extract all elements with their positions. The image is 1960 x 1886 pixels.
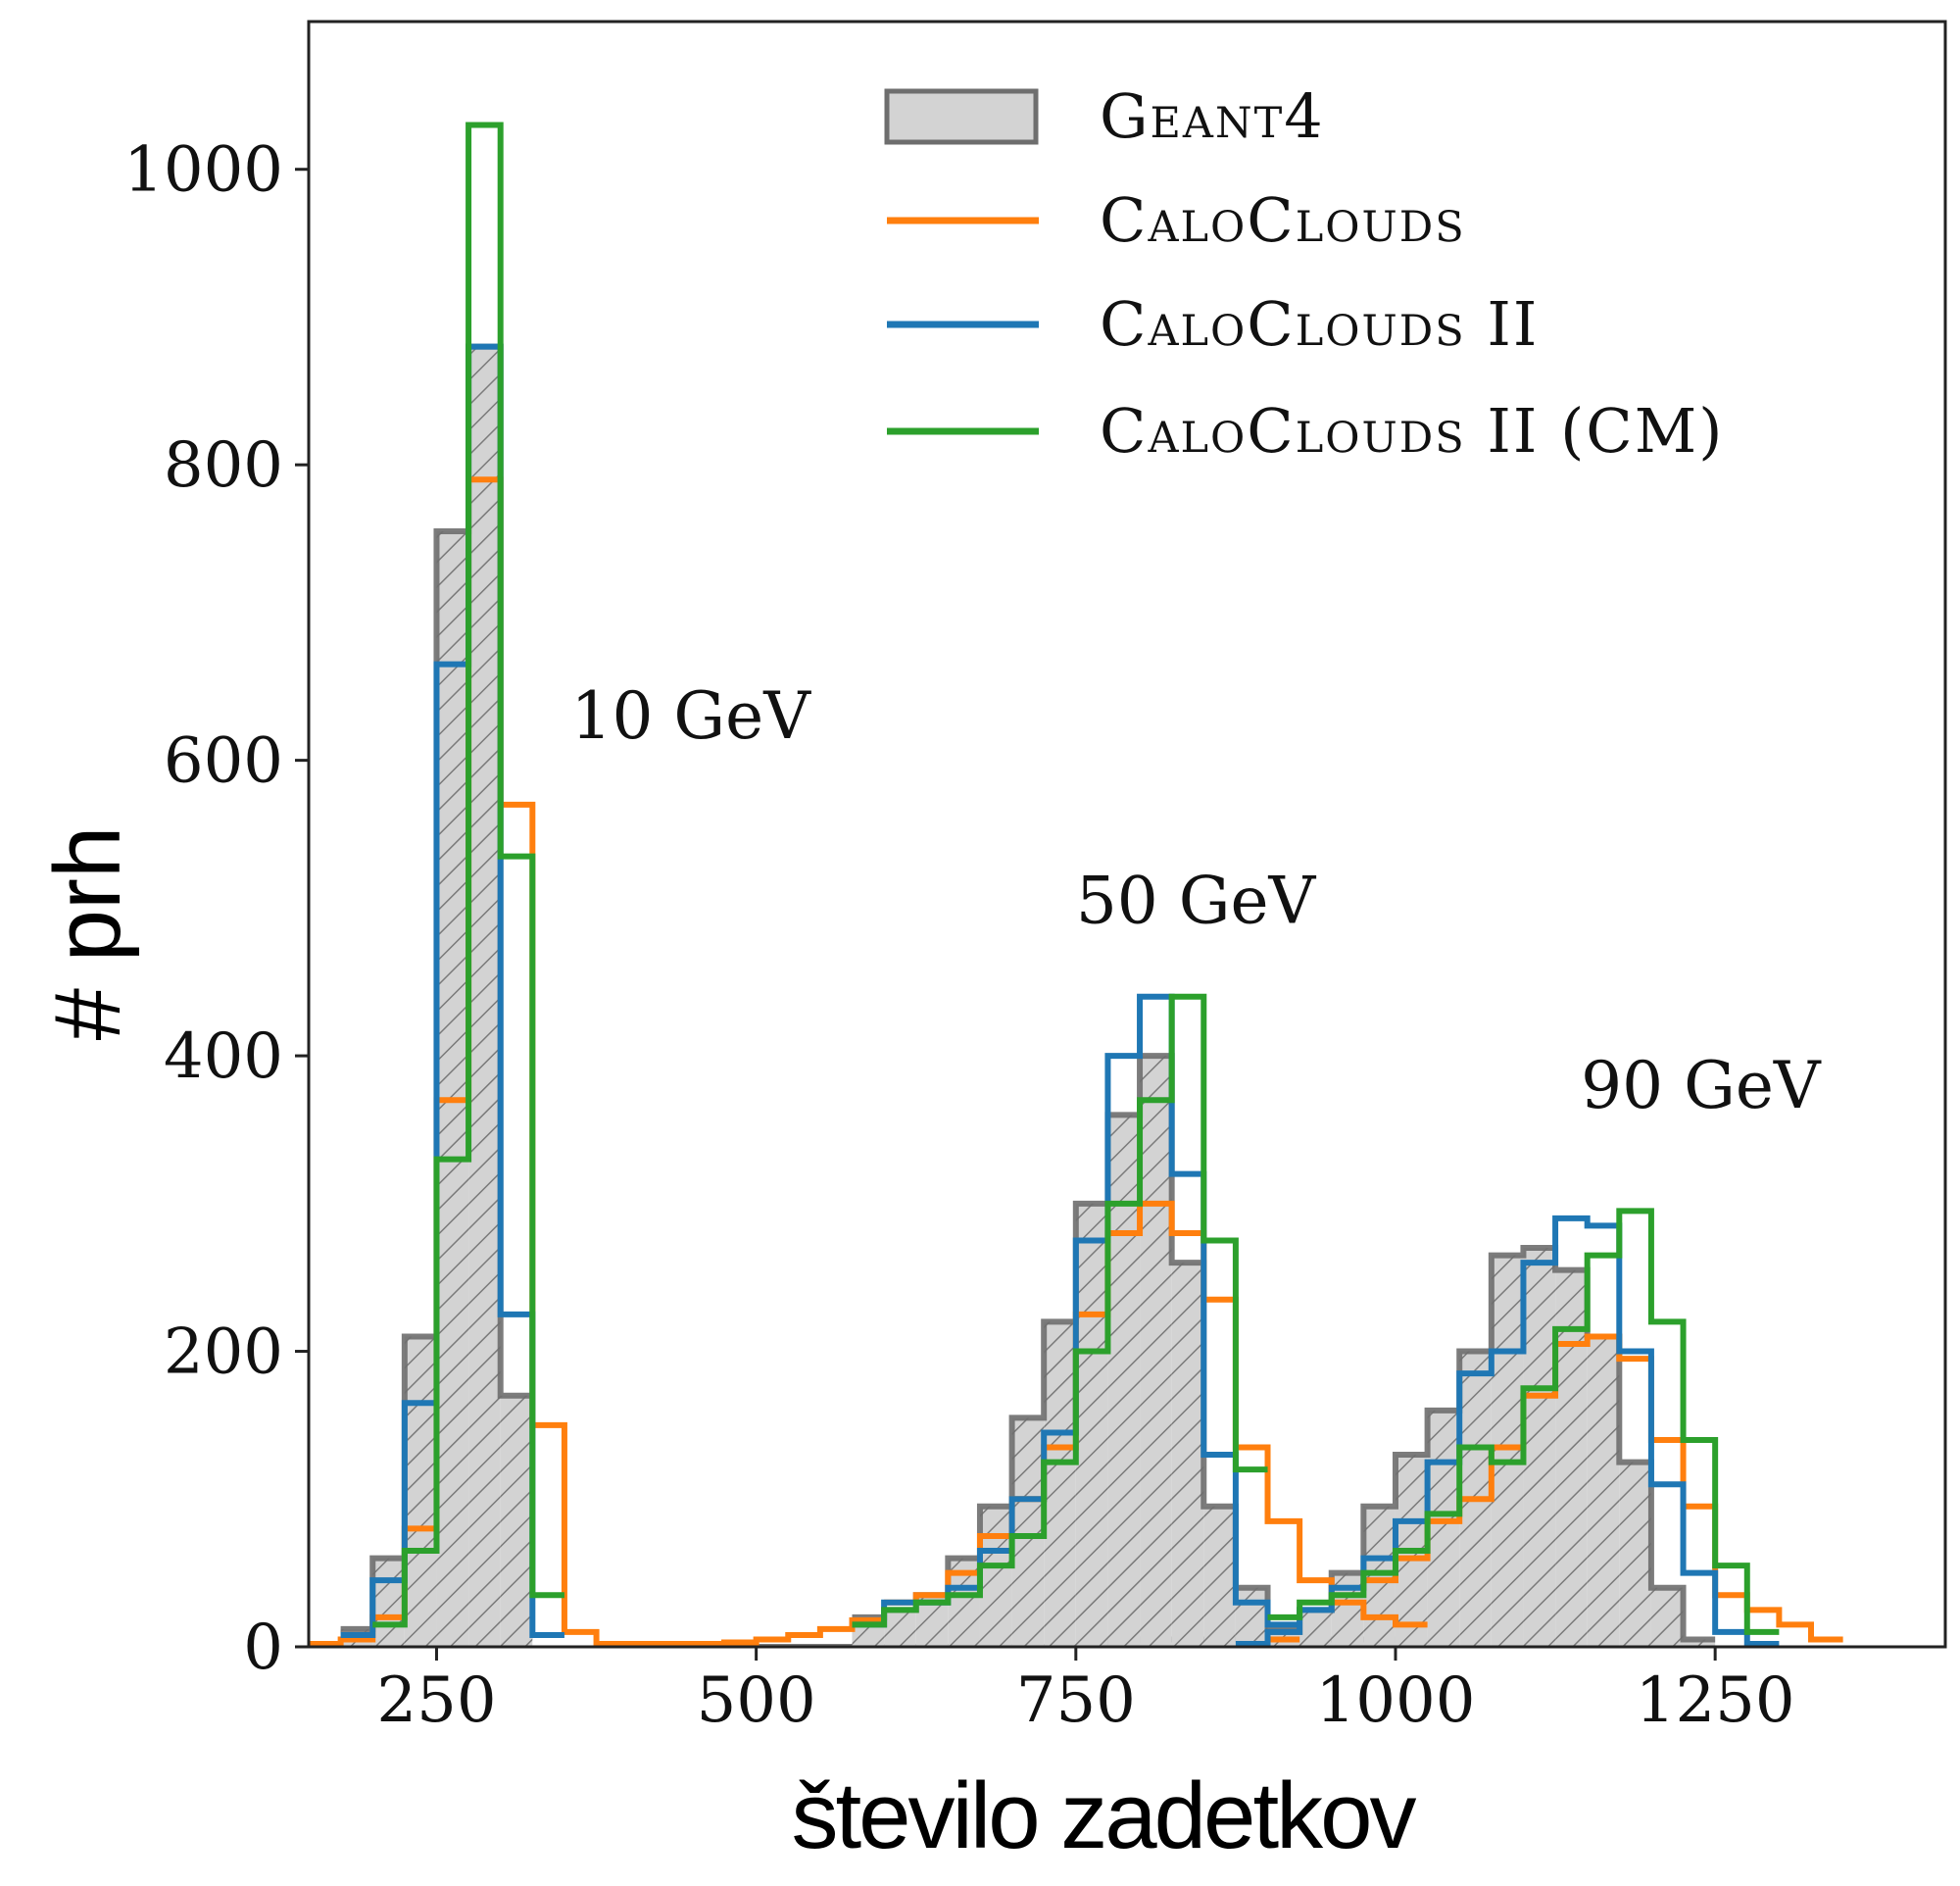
annotation-50gev: 50 GeV <box>1076 863 1317 938</box>
legend-swatch-geant4 <box>884 88 1039 145</box>
legend-label-geant4: Geant4 <box>1100 80 1325 152</box>
series-layer <box>309 122 1843 1647</box>
x-axis-ticks: 250 500 750 1000 1250 <box>376 1647 1795 1737</box>
x-tick-label: 500 <box>697 1664 816 1737</box>
y-tick-label: 0 <box>243 1612 283 1684</box>
x-tick-label: 250 <box>376 1664 496 1737</box>
histogram-bar <box>500 1395 533 1647</box>
y-axis-ticks: 0 200 400 600 800 1000 <box>123 134 309 1684</box>
series-1 <box>340 343 1716 1647</box>
legend-label-caloclouds-ii: CaloClouds II <box>1100 288 1539 360</box>
histogram-bar <box>1203 1506 1236 1647</box>
histogram-bar <box>1331 1572 1364 1647</box>
legend-label-caloclouds-ii-cm: CaloClouds II (CM) <box>1100 395 1724 467</box>
y-tick-label: 1000 <box>123 134 283 207</box>
x-tick-label: 1250 <box>1636 1664 1795 1737</box>
y-tick-label: 600 <box>164 725 283 798</box>
histogram-bar <box>1107 1115 1141 1647</box>
legend: Geant4 CaloClouds CaloClouds II CaloClou… <box>884 80 1724 467</box>
histogram-bar <box>1555 1269 1588 1647</box>
histogram-bar <box>1427 1410 1460 1647</box>
series-step-line <box>1267 1245 1716 1643</box>
histogram-bar <box>1587 1336 1620 1647</box>
histogram-bar <box>884 1610 916 1647</box>
series-step-line <box>372 122 564 1628</box>
histogram-bar <box>1683 1639 1716 1647</box>
series-step-line <box>1267 1208 1780 1635</box>
histogram-bar <box>979 1506 1012 1647</box>
histogram-bar <box>1523 1248 1556 1647</box>
histogram-bar <box>1044 1321 1076 1647</box>
x-axis-label: število zadetkov <box>791 1763 1416 1868</box>
histogram-bar <box>1235 1587 1268 1647</box>
histogram-bar <box>1491 1255 1524 1647</box>
y-tick-label: 200 <box>164 1316 283 1389</box>
y-tick-label: 800 <box>164 429 283 502</box>
histogram-bar <box>1619 1462 1651 1647</box>
annotation-10gev: 10 GeV <box>570 678 811 754</box>
series-4 <box>372 122 1780 1635</box>
histogram-bar <box>1075 1203 1108 1647</box>
histogram-bar <box>404 1336 437 1647</box>
annotation-90gev: 90 GeV <box>1581 1048 1822 1123</box>
y-tick-label: 400 <box>164 1020 283 1093</box>
histogram-bar <box>468 346 501 1647</box>
histogram-bar <box>1363 1506 1396 1647</box>
histogram-bar <box>372 1558 405 1647</box>
histogram-bar <box>1171 1263 1204 1647</box>
x-tick-label: 750 <box>1016 1664 1136 1737</box>
x-tick-label: 1000 <box>1316 1664 1476 1737</box>
legend-label-caloclouds: CaloClouds <box>1100 184 1466 256</box>
series-step-line <box>340 343 564 1638</box>
y-axis-label: # prh <box>35 826 140 1041</box>
histogram-bar <box>1140 1056 1172 1647</box>
series-step-line <box>852 993 1268 1628</box>
annotations: 10 GeV 50 GeV 90 GeV <box>570 678 1821 1123</box>
plot-frame <box>307 20 1947 1649</box>
histogram-bar <box>1650 1587 1684 1647</box>
histogram-bar <box>1299 1610 1332 1647</box>
histogram-bar <box>436 531 469 1647</box>
histogram-bar <box>1011 1417 1045 1647</box>
series-step-line <box>1363 1333 1843 1643</box>
